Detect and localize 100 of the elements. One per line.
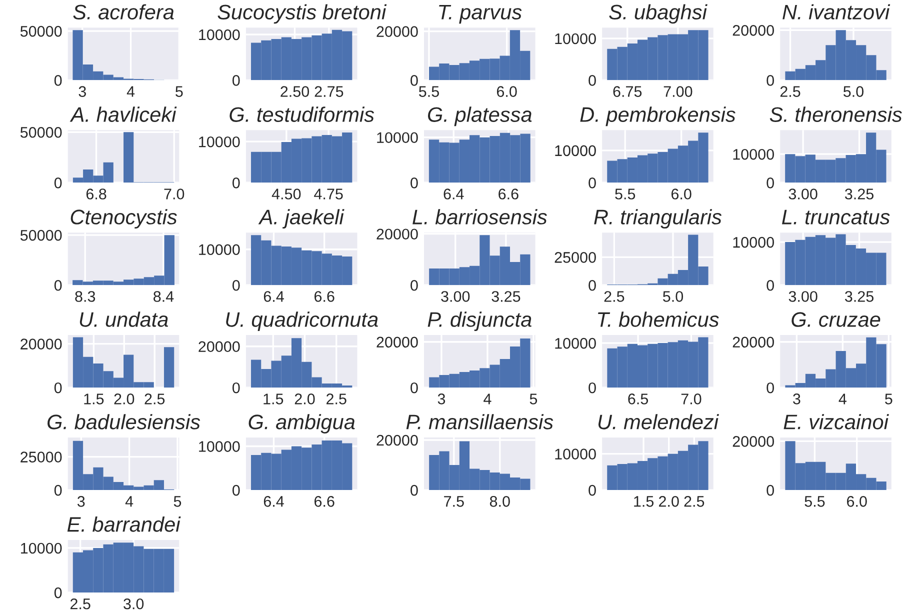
x-tick-label: 3.00 — [441, 291, 470, 302]
y-tick-label: 0 — [588, 75, 596, 86]
y-tick-label: 10000 — [555, 338, 596, 349]
x-tick-label: 6.0 — [496, 86, 517, 97]
y-tick-label: 0 — [766, 280, 774, 291]
y-tick-label: 10000 — [21, 542, 62, 554]
chart-title: A. jaekeli — [258, 209, 344, 229]
y-tick-label: 0 — [766, 382, 774, 394]
x-tick-label: 3 — [438, 394, 446, 404]
chart-title: E. vizcainoi — [784, 414, 889, 430]
chart-title: S. theronensis — [770, 106, 902, 122]
y-tick-label: 10000 — [377, 132, 418, 144]
y-tick-label: 0 — [232, 484, 240, 496]
y-tick-label: 10000 — [199, 244, 240, 256]
y-tick-label: 0 — [588, 382, 596, 394]
chart-title: U. quadricornuta — [226, 312, 378, 332]
x-tick-label: 4 — [838, 394, 846, 404]
x-tick-label: 5 — [530, 394, 538, 404]
y-tick-label: 0 — [232, 178, 240, 188]
x-tick-label: 5.0 — [843, 86, 864, 97]
chart-title: G. testudiformis — [230, 106, 374, 122]
y-tick-label: 20000 — [376, 434, 418, 446]
chart-title: S. acrofera — [73, 4, 174, 20]
x-tick-label: 6.8 — [86, 188, 106, 200]
chart-title: R. triangularis — [594, 209, 722, 229]
x-tick-label: 5 — [885, 394, 892, 404]
x-tick-label: 7.00 — [664, 86, 692, 97]
y-tick-label: 0 — [588, 280, 596, 291]
y-tick-label: 0 — [410, 484, 418, 496]
x-tick-label: 5 — [174, 496, 182, 507]
chart-title: U. melendezi — [598, 414, 719, 430]
x-tick-label: 3 — [78, 86, 86, 97]
y-tick-label: 20000 — [20, 338, 62, 350]
x-tick-label: 6.6 — [498, 188, 518, 200]
chart-title: D. pembrokensis — [580, 106, 736, 126]
x-tick-label: 3.25 — [844, 291, 874, 302]
x-tick-label: 6.0 — [847, 496, 867, 507]
x-tick-label: 6.5 — [628, 394, 648, 404]
x-tick-label: 4.50 — [272, 188, 301, 200]
y-tick-label: 0 — [410, 178, 418, 188]
chart-title: P. disjuncta — [428, 312, 532, 332]
y-tick-label: 20000 — [732, 336, 774, 348]
y-tick-label: 0 — [54, 382, 62, 394]
chart-title: T. bohemicus — [598, 312, 719, 327]
chart-title: P. mansillaensis — [406, 414, 554, 430]
y-tick-label: 0 — [232, 382, 240, 394]
y-tick-label: 50000 — [20, 230, 62, 241]
x-tick-label: 3.25 — [492, 291, 520, 302]
y-tick-label: 0 — [410, 75, 418, 86]
y-tick-label: 10000 — [199, 441, 240, 452]
x-tick-label: 3 — [793, 394, 800, 404]
chart-title: S. ubaghsi — [609, 4, 708, 24]
x-tick-label: 2.5 — [780, 86, 800, 97]
y-tick-label: 0 — [54, 178, 62, 188]
y-tick-label: 20000 — [732, 25, 774, 36]
x-tick-label: 2.5 — [604, 291, 624, 302]
y-tick-label: 20000 — [376, 26, 418, 37]
x-tick-label: 8.4 — [154, 291, 174, 302]
x-tick-label: 2.0 — [294, 394, 315, 404]
chart-title: G. ambigua — [248, 414, 355, 434]
y-tick-label: 0 — [54, 587, 62, 598]
x-tick-label: 8.3 — [75, 291, 96, 302]
y-tick-label: 0 — [766, 75, 774, 86]
y-tick-label: 0 — [588, 178, 596, 188]
x-tick-label: 7.0 — [681, 394, 702, 404]
y-tick-label: 0 — [410, 280, 418, 291]
x-tick-label: 2.5 — [326, 394, 346, 404]
y-tick-label: 10000 — [733, 236, 774, 248]
chart-title: A. havliceki — [70, 106, 177, 122]
x-tick-label: 5.0 — [663, 291, 684, 302]
y-tick-label: 10000 — [199, 29, 240, 40]
x-tick-label: 6.4 — [264, 291, 284, 302]
x-tick-label: 5.5 — [418, 86, 439, 97]
y-tick-label: 10000 — [555, 448, 596, 460]
x-tick-label: 4 — [125, 496, 134, 507]
x-tick-label: 6.4 — [444, 188, 464, 200]
x-tick-label: 4 — [484, 394, 492, 404]
chart-title: G. badulesiensis — [48, 414, 200, 430]
x-tick-label: 3.00 — [788, 188, 818, 200]
y-tick-label: 50000 — [20, 126, 62, 138]
chart-title: G. cruzae — [792, 312, 880, 327]
x-tick-label: 4.75 — [314, 188, 343, 200]
y-tick-label: 10000 — [555, 145, 596, 156]
y-tick-label: 0 — [588, 484, 596, 496]
x-tick-label: 4 — [126, 86, 135, 97]
x-tick-label: 8.0 — [490, 496, 510, 507]
x-tick-label: 3.00 — [788, 291, 818, 302]
y-tick-label: 25000 — [554, 252, 596, 263]
y-tick-label: 20000 — [198, 341, 240, 352]
chart-title: L. barriosensis — [412, 209, 547, 224]
chart-title: G. platessa — [428, 106, 532, 126]
x-tick-label: 2.0 — [114, 394, 134, 404]
y-tick-label: 0 — [54, 75, 62, 86]
y-tick-label: 20000 — [376, 228, 418, 240]
x-tick-label: 2.5 — [684, 496, 704, 507]
x-tick-label: 6.0 — [671, 188, 692, 200]
x-tick-label: 2.0 — [658, 496, 679, 507]
x-tick-label: 2.5 — [70, 598, 90, 610]
y-tick-label: 0 — [232, 75, 240, 86]
chart-title: L. truncatus — [782, 210, 890, 224]
